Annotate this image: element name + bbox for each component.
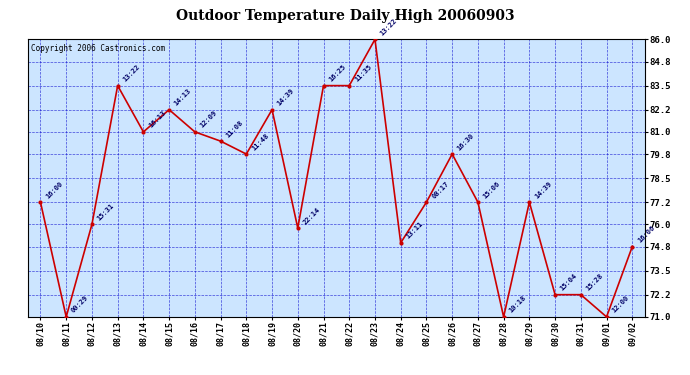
Text: 16:00: 16:00 <box>45 180 64 200</box>
Text: 13:11: 13:11 <box>405 221 424 240</box>
Text: Copyright 2006 Castronics.com: Copyright 2006 Castronics.com <box>30 44 165 52</box>
Text: 15:28: 15:28 <box>585 273 604 292</box>
Text: 11:35: 11:35 <box>353 64 373 83</box>
Text: 14:39: 14:39 <box>276 88 295 107</box>
Text: 00:29: 00:29 <box>70 295 90 314</box>
Text: 12:00: 12:00 <box>611 295 630 314</box>
Text: 22:14: 22:14 <box>302 206 322 225</box>
Text: 13:22: 13:22 <box>379 17 398 37</box>
Text: 11:08: 11:08 <box>225 119 244 138</box>
Text: Outdoor Temperature Daily High 20060903: Outdoor Temperature Daily High 20060903 <box>176 9 514 23</box>
Text: 16:30: 16:30 <box>456 132 475 151</box>
Text: 14:13: 14:13 <box>173 88 193 107</box>
Text: 12:09: 12:09 <box>199 110 218 129</box>
Text: 16:13: 16:13 <box>148 110 167 129</box>
Text: 15:04: 15:04 <box>560 273 578 292</box>
Text: 11:48: 11:48 <box>250 132 270 151</box>
Text: 08:17: 08:17 <box>431 180 450 200</box>
Text: 16:25: 16:25 <box>328 64 347 83</box>
Text: 14:39: 14:39 <box>533 180 553 200</box>
Text: 15:06: 15:06 <box>482 180 502 200</box>
Text: 15:31: 15:31 <box>96 202 115 222</box>
Text: 16:06: 16:06 <box>636 225 656 244</box>
Text: 10:18: 10:18 <box>508 295 527 314</box>
Text: 13:22: 13:22 <box>122 64 141 83</box>
